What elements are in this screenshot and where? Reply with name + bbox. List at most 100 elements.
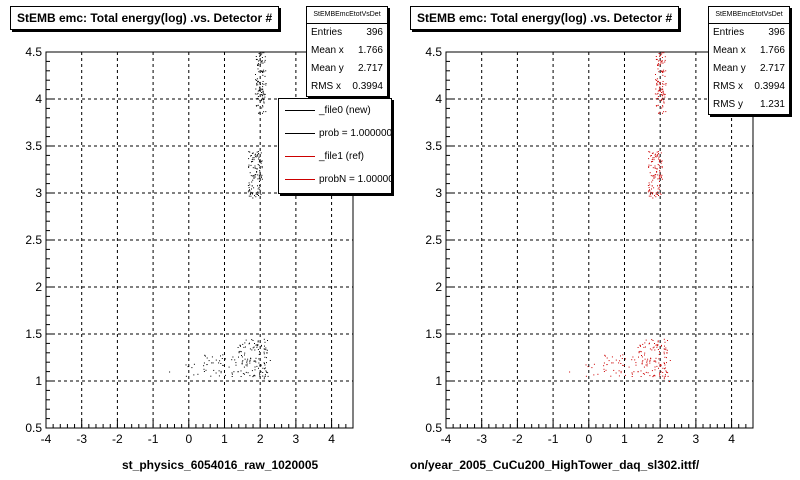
data-point (657, 191, 659, 193)
data-point (652, 157, 654, 159)
data-point (658, 187, 660, 189)
data-point (249, 348, 251, 350)
data-point (243, 346, 245, 348)
data-point (260, 175, 262, 177)
data-point (660, 175, 662, 177)
data-point (254, 165, 256, 167)
data-point (240, 351, 242, 353)
data-point (661, 60, 663, 62)
data-point (658, 153, 660, 154)
data-point (664, 61, 666, 63)
data-point (638, 352, 640, 354)
data-point (252, 193, 253, 195)
data-point (658, 71, 660, 73)
data-point (661, 92, 662, 93)
data-point (252, 197, 254, 199)
data-point (260, 62, 262, 64)
data-point (657, 63, 659, 65)
data-point (263, 69, 265, 71)
data-point (256, 168, 258, 170)
x-tick-label: 4 (328, 432, 335, 446)
data-point (652, 192, 654, 194)
data-point (258, 112, 260, 114)
data-point (585, 375, 587, 377)
data-point (262, 81, 264, 82)
data-point (662, 375, 664, 377)
data-point (658, 90, 660, 92)
data-point (256, 82, 258, 84)
data-point (639, 345, 641, 347)
data-point (232, 356, 234, 358)
data-point (258, 90, 260, 92)
data-point (255, 357, 257, 359)
data-point (240, 376, 242, 377)
data-point (231, 373, 233, 375)
data-point (642, 360, 644, 362)
data-point (648, 195, 650, 197)
data-point (597, 373, 599, 375)
data-point (657, 81, 659, 83)
data-point (262, 62, 264, 64)
data-point (657, 104, 659, 106)
data-point (654, 375, 656, 377)
data-point (256, 346, 258, 348)
data-point (256, 78, 258, 80)
data-point (258, 362, 260, 364)
data-point (659, 177, 661, 179)
data-point (603, 371, 605, 372)
data-point (659, 171, 661, 173)
x-tick-label: 2 (257, 432, 264, 446)
data-point (658, 156, 660, 158)
data-point (261, 92, 262, 93)
data-point (654, 154, 656, 156)
data-point (667, 340, 668, 341)
x-tick-label: -4 (41, 432, 52, 446)
data-point (249, 151, 251, 153)
data-point (264, 364, 266, 366)
data-point (251, 181, 253, 183)
data-point (664, 364, 666, 366)
data-point (238, 356, 239, 358)
data-point (660, 54, 662, 56)
data-point (664, 93, 666, 95)
data-point (654, 349, 656, 351)
data-point (654, 195, 655, 197)
data-point (264, 374, 266, 376)
data-point (655, 56, 657, 57)
left-stats-value: 396 (366, 27, 383, 38)
data-point (257, 81, 258, 83)
data-point (220, 355, 221, 357)
right-stats-value: 2.717 (759, 63, 785, 74)
data-point (260, 345, 262, 347)
data-point (620, 363, 622, 364)
data-point (248, 343, 250, 345)
data-point (248, 151, 250, 153)
y-tick-label: 3.5 (25, 139, 42, 153)
data-point (657, 81, 658, 83)
data-point (222, 354, 224, 356)
data-point (650, 191, 652, 193)
data-point (651, 152, 653, 154)
data-point (650, 164, 652, 166)
data-point (655, 344, 657, 346)
data-point (656, 84, 657, 86)
data-point (266, 357, 267, 359)
x-tick-label: -2 (112, 432, 123, 446)
data-point (658, 175, 660, 177)
data-point (252, 175, 254, 177)
data-point (665, 84, 667, 86)
data-point (262, 106, 264, 108)
x-tick-label: -1 (148, 432, 159, 446)
data-point (248, 166, 250, 168)
data-point (659, 81, 661, 83)
data-point (249, 375, 251, 377)
data-point (251, 185, 253, 187)
data-point (663, 376, 665, 378)
data-point (620, 355, 621, 357)
data-point (259, 90, 261, 91)
data-point (257, 344, 259, 346)
data-point (264, 375, 266, 377)
data-point (644, 352, 646, 354)
data-point (218, 362, 220, 364)
data-point (655, 361, 657, 363)
